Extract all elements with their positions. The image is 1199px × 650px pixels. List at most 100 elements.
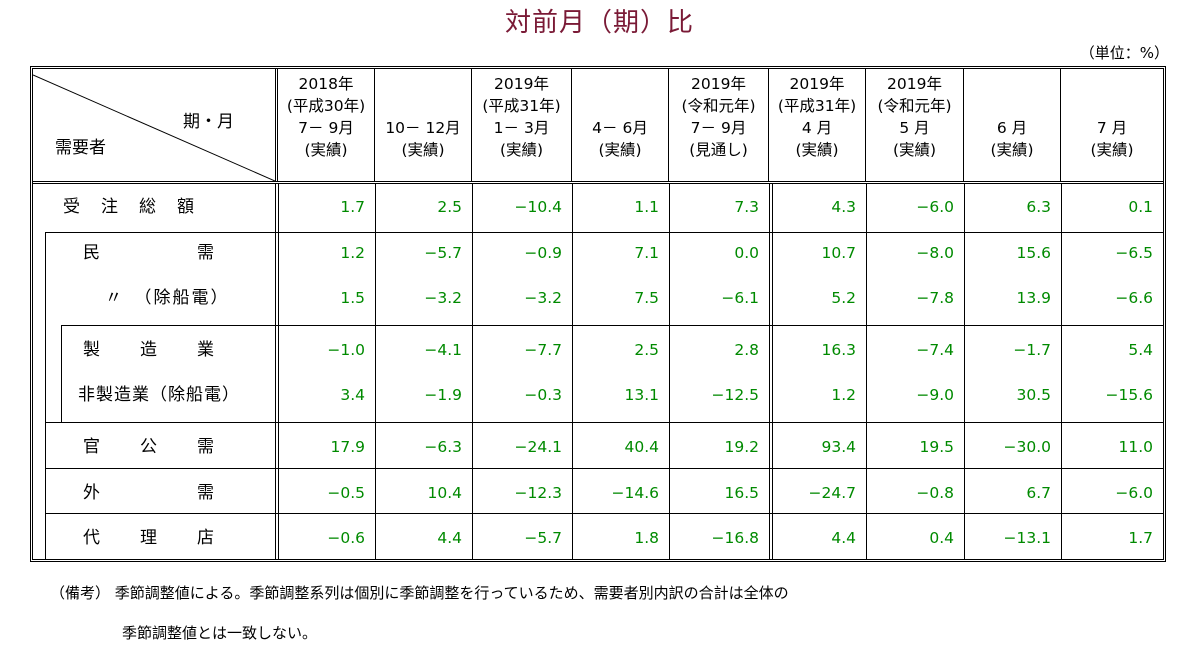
table-cell: −1.0 — [327, 340, 365, 359]
column-header-line: (実績) — [1090, 141, 1134, 159]
column-header-line — [964, 73, 1060, 95]
column-header-line: (平成31年) — [482, 97, 561, 115]
column-header-line: (平成31年) — [777, 97, 857, 115]
table-cell: −0.6 — [327, 529, 365, 548]
column-header-line: (令和元年) — [681, 97, 756, 115]
table-cell: −9.0 — [916, 386, 954, 405]
column-header-line: 7－ 9月 — [690, 119, 747, 137]
column-header: 4－ 6月 (実績) — [572, 69, 669, 181]
column-header-line: 2019年 — [691, 75, 746, 93]
column-divider — [375, 184, 376, 559]
table-cell: 4.4 — [437, 529, 462, 548]
row-label: 外 需 — [83, 482, 216, 503]
column-header-line — [964, 95, 1060, 117]
column-header-line: (実績) — [499, 141, 544, 159]
column-header-line: (実績) — [990, 141, 1034, 159]
column-header-line: (実績) — [304, 141, 348, 159]
table-cell: 2.8 — [734, 340, 759, 359]
table-cell: −8.0 — [916, 243, 954, 262]
column-header-line: (実績) — [401, 141, 445, 159]
table-cell: −1.9 — [424, 386, 462, 405]
indent-line — [61, 324, 62, 422]
row-label: 民 需 — [83, 242, 216, 263]
table-cell: −10.4 — [514, 198, 563, 216]
table-cell: −6.0 — [1115, 483, 1153, 502]
table-cell: 1.5 — [340, 289, 365, 308]
row-label: 非製造業（除船電） — [78, 385, 240, 406]
period-label: 期・月 — [183, 112, 234, 132]
table-cell: 16.3 — [821, 340, 856, 359]
table-cell: −3.2 — [424, 289, 462, 308]
row-divider — [61, 324, 1163, 326]
table-cell: −6.3 — [424, 438, 462, 456]
column-divider — [1061, 184, 1062, 559]
table-cell: −0.8 — [916, 483, 954, 502]
table-cell: 1.7 — [340, 198, 365, 216]
table-cell: 2.5 — [437, 198, 462, 216]
column-header-line: 6 月 — [996, 119, 1028, 137]
column-header-line: (平成30年) — [286, 97, 366, 115]
table-cell: 5.4 — [1128, 340, 1153, 359]
table-cell: 6.7 — [1026, 483, 1051, 502]
table-cell: 30.5 — [1016, 386, 1051, 405]
row-label: 製 造 業 — [83, 339, 216, 360]
table-cell: 13.1 — [624, 386, 659, 405]
table-cell: 1.2 — [831, 386, 856, 405]
table-cell: −24.7 — [808, 483, 857, 502]
table-cell: 4.4 — [831, 529, 856, 548]
unit-label: （単位：%） — [1079, 44, 1169, 62]
column-header: 10－ 12月 (実績) — [375, 69, 472, 181]
table-cell: 3.4 — [340, 386, 365, 405]
column-header-line: 7 月 — [1096, 119, 1128, 137]
table-cell: 19.5 — [919, 438, 954, 456]
table-cell: 4.3 — [831, 198, 856, 216]
table-cell: −5.7 — [424, 243, 462, 262]
table-cell: 10.4 — [427, 483, 462, 502]
column-header-line — [1061, 73, 1163, 95]
table-cell: 0.4 — [929, 529, 954, 548]
table-cell: 1.8 — [634, 529, 659, 548]
column-header-line — [375, 95, 471, 117]
table-cell: 5.2 — [831, 289, 856, 308]
table-cell: 15.6 — [1016, 243, 1051, 262]
column-divider — [669, 184, 670, 559]
row-label: 代 理 店 — [83, 528, 216, 549]
data-table: 期・月 需要者 2018年 (平成30年) 7－ 9月 (実績) 10－ 12月 (実績)… — [30, 66, 1166, 562]
column-header: 2018年 (平成30年) 7－ 9月 (実績) — [278, 69, 375, 181]
table-cell: −6.5 — [1115, 243, 1153, 262]
table-cell: −3.2 — [524, 289, 562, 308]
note-line-1: （備考） 季節調整値による。季節調整系列は個別に季節調整を行っているため、需要者… — [50, 584, 789, 602]
column-divider — [964, 184, 965, 559]
note-line-2: 季節調整値とは一致しない。 — [122, 624, 318, 642]
column-header-line: 5 月 — [899, 119, 930, 137]
column-header: 7 月 (実績) — [1061, 69, 1163, 181]
diagonal-line — [33, 74, 275, 181]
column-divider — [866, 184, 867, 559]
table-cell: −1.7 — [1013, 340, 1051, 359]
column-header: 6 月 (実績) — [964, 69, 1061, 181]
column-header: 2019年 (令和元年) 5 月 (実績) — [866, 69, 964, 181]
table-cell: −12.5 — [711, 386, 760, 405]
column-header: 2019年 (令和元年) 7－ 9月 (見通し) — [669, 69, 769, 181]
table-cell: −5.7 — [524, 529, 562, 548]
table-cell: −7.7 — [524, 340, 562, 359]
column-header-line: 2019年 — [494, 75, 549, 93]
header-divider — [33, 181, 1163, 184]
table-cell: 11.0 — [1118, 438, 1153, 456]
column-header-line: 2018年 — [298, 75, 354, 93]
column-header-line: 4 月 — [801, 119, 833, 137]
column-header-line: (令和元年) — [877, 97, 952, 115]
column-divider — [769, 184, 773, 559]
table-cell: 10.7 — [821, 243, 856, 262]
table-cell: 19.2 — [724, 438, 759, 456]
table-cell: 17.9 — [330, 438, 365, 456]
column-header-line: 2019年 — [887, 75, 942, 93]
row-divider — [45, 513, 1163, 515]
table-cell: −12.3 — [514, 483, 563, 502]
table-cell: −16.8 — [711, 529, 760, 548]
column-header-line — [1061, 95, 1163, 117]
column-header-line: (実績) — [795, 141, 839, 159]
table-cell: 7.3 — [734, 198, 759, 216]
table-cell: −0.9 — [524, 243, 562, 262]
table-cell: −24.1 — [514, 438, 563, 456]
